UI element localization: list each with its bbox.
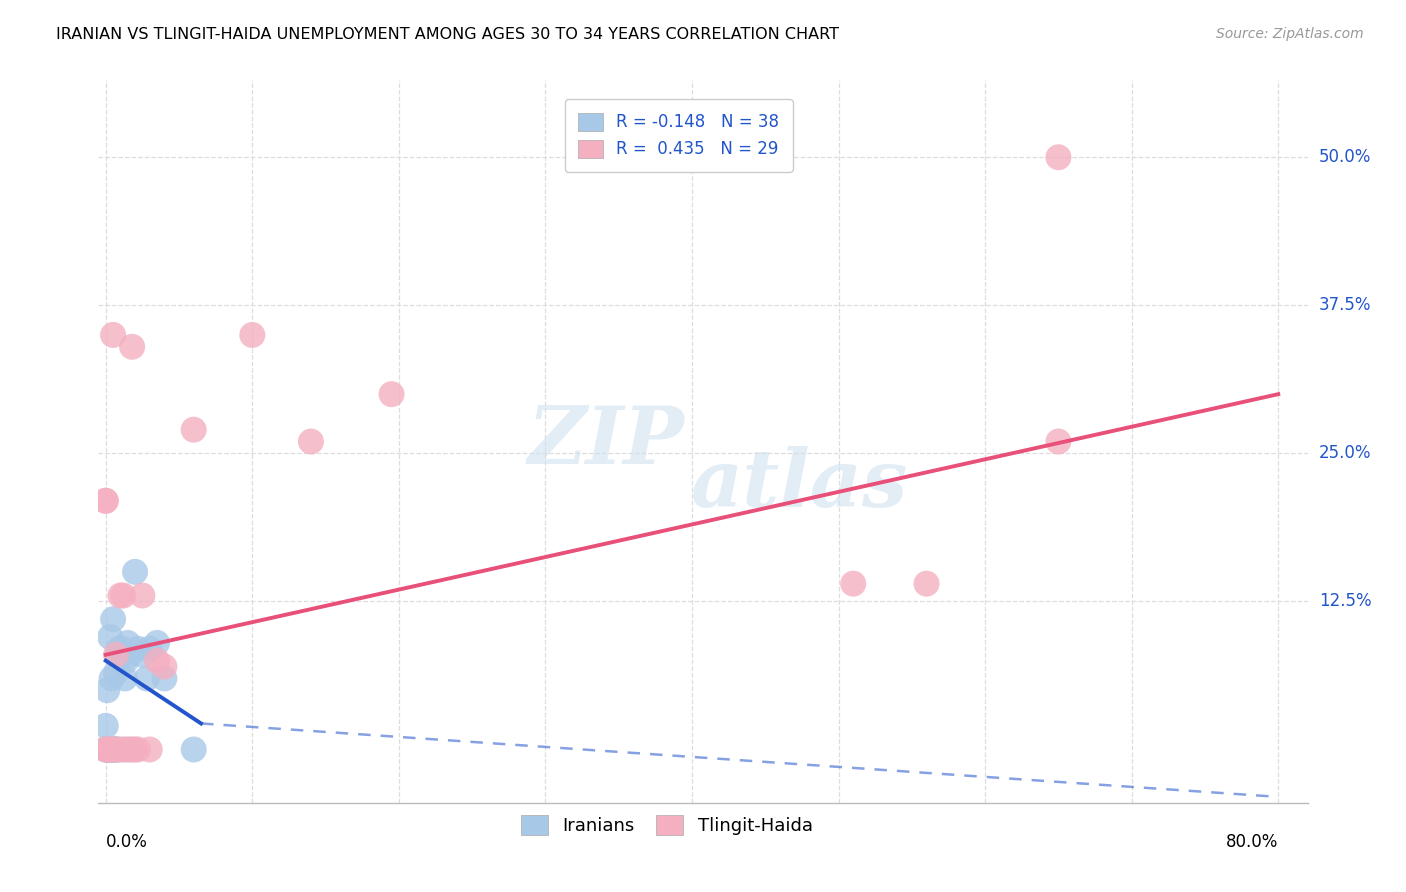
Point [107, 742, 129, 756]
Legend: Iranians, Tlingit-Haida: Iranians, Tlingit-Haida [512, 806, 821, 845]
Point [94, 742, 117, 756]
Point [101, 612, 124, 626]
Point [118, 648, 141, 662]
Text: 50.0%: 50.0% [1319, 148, 1371, 166]
Point [124, 565, 146, 579]
Point [110, 589, 132, 603]
Point [153, 659, 176, 673]
Point [94, 742, 117, 756]
Point [299, 434, 322, 449]
Point [117, 636, 139, 650]
Point [146, 654, 169, 668]
Text: 0.0%: 0.0% [105, 833, 148, 851]
Point [110, 648, 132, 662]
Text: 12.5%: 12.5% [1319, 592, 1371, 610]
Text: IRANIAN VS TLINGIT-HAIDA UNEMPLOYMENT AMONG AGES 30 TO 34 YEARS CORRELATION CHAR: IRANIAN VS TLINGIT-HAIDA UNEMPLOYMENT AM… [56, 27, 839, 42]
Point [138, 742, 160, 756]
Point [138, 641, 160, 656]
Text: atlas: atlas [690, 446, 908, 524]
Point [135, 672, 157, 686]
Point [121, 340, 143, 354]
Point [101, 742, 124, 756]
Point [1047, 150, 1070, 164]
Point [94, 493, 117, 508]
Point [105, 742, 128, 756]
Point [124, 742, 146, 756]
Point [842, 576, 865, 591]
Point [112, 589, 135, 603]
Point [97, 742, 120, 756]
Point [114, 672, 136, 686]
Point [103, 742, 125, 756]
Point [131, 648, 153, 662]
Point [96, 742, 118, 756]
Point [103, 742, 125, 756]
Point [98, 742, 121, 756]
Point [115, 654, 138, 668]
Point [94, 719, 117, 733]
Point [100, 742, 122, 756]
Point [101, 327, 124, 342]
Point [127, 641, 149, 656]
Point [98, 630, 121, 644]
Point [380, 387, 402, 401]
Point [127, 742, 149, 756]
Point [108, 742, 131, 756]
Point [96, 742, 118, 756]
Point [153, 672, 176, 686]
Point [100, 672, 122, 686]
Point [915, 576, 938, 591]
Point [118, 742, 141, 756]
Point [183, 423, 205, 437]
Point [131, 589, 153, 603]
Point [183, 742, 205, 756]
Point [1047, 434, 1070, 449]
Point [111, 641, 134, 656]
Point [103, 742, 125, 756]
Point [96, 683, 118, 698]
Point [98, 742, 121, 756]
Point [94, 493, 117, 508]
Point [115, 742, 138, 756]
Point [146, 636, 169, 650]
Point [105, 665, 128, 680]
Text: ZIP: ZIP [527, 403, 685, 480]
Point [100, 742, 122, 756]
Point [97, 742, 120, 756]
Point [105, 648, 128, 662]
Point [108, 641, 131, 656]
Point [107, 648, 129, 662]
Text: Source: ZipAtlas.com: Source: ZipAtlas.com [1216, 27, 1364, 41]
Text: 25.0%: 25.0% [1319, 444, 1371, 462]
Text: 80.0%: 80.0% [1226, 833, 1278, 851]
Point [112, 742, 135, 756]
Point [240, 327, 263, 342]
Text: 37.5%: 37.5% [1319, 296, 1371, 314]
Point [94, 742, 117, 756]
Point [94, 742, 117, 756]
Point [121, 742, 143, 756]
Point [98, 742, 121, 756]
